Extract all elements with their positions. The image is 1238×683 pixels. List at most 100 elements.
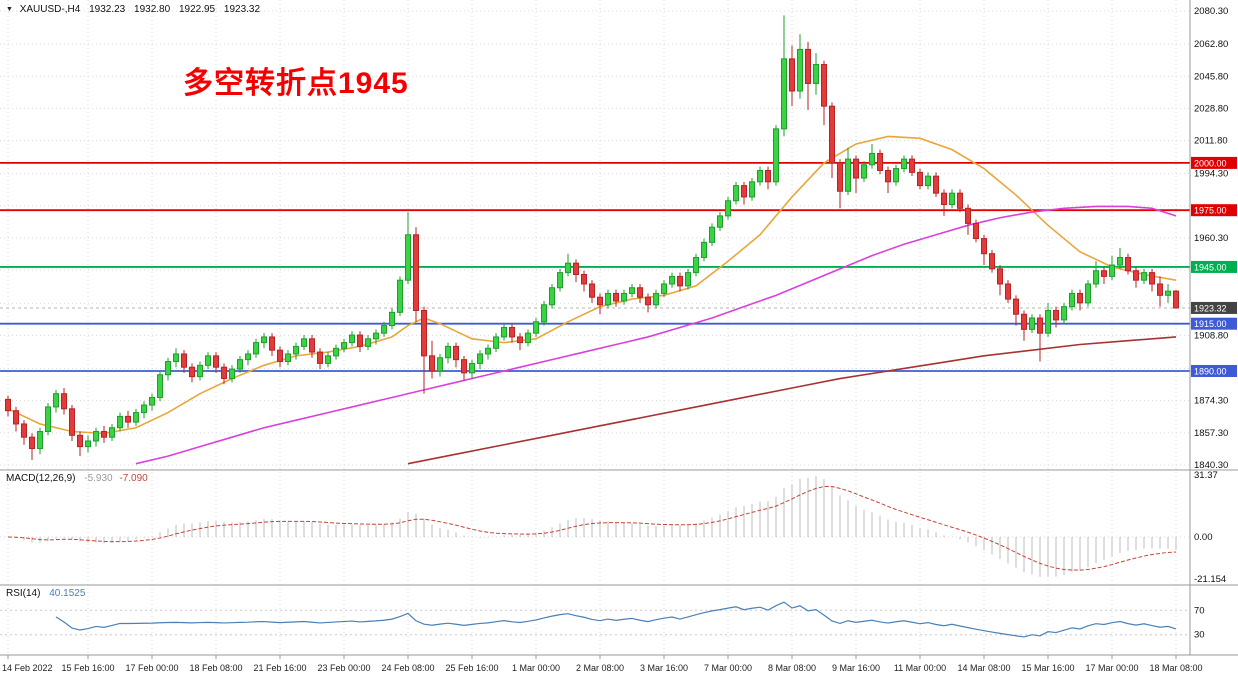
trend-annotation-text[interactable]: 多空转折点1945 [183,67,409,100]
candle-body [125,415,131,423]
candle-body [797,48,803,92]
candle-body [733,185,739,202]
candle-body [725,200,731,217]
candle-body [1093,270,1099,285]
candle-body [877,152,883,171]
candle-body [549,287,555,306]
time-axis-label: 8 Mar 08:00 [768,663,816,673]
candle-body [709,226,715,243]
candle-body [517,336,523,344]
candle-body [437,357,443,372]
candle-body [565,262,571,274]
candle-body [197,364,203,378]
candle-body [1053,309,1059,321]
candle-body [805,48,811,84]
candle-body [925,175,931,187]
price-scale-label: 1994.30 [1194,169,1228,180]
candle-body [813,64,819,84]
candle-body [1125,256,1131,272]
candle-body [117,415,123,429]
candle-body [93,431,99,442]
time-axis-label: 14 Mar 08:00 [957,663,1010,673]
candle-body [181,353,187,368]
candle-body [405,234,411,281]
ohlc-close-value: 1923.32 [223,4,261,15]
candle-body [613,292,619,302]
candle-body [421,309,427,357]
price-scale-label: 1908.80 [1194,330,1228,341]
price-scale-label: 2028.80 [1194,103,1228,114]
candle-body [997,268,1003,285]
candle-body [629,287,635,294]
candle-body [845,158,851,192]
time-axis-label: 25 Feb 16:00 [445,663,498,673]
candle-body [1013,298,1019,315]
candle-body [293,345,299,355]
candle-body [1045,309,1051,334]
time-axis-label: 18 Mar 08:00 [1149,663,1202,673]
time-axis-label: 23 Feb 00:00 [317,663,370,673]
time-axis-label: 3 Mar 16:00 [640,663,688,673]
candle-body [149,396,155,406]
candle-body [693,256,699,274]
candle-body [445,345,451,359]
candle-body [525,332,531,344]
time-axis-label: 21 Feb 16:00 [253,663,306,673]
candle-body [653,292,659,306]
candle-body [477,353,483,364]
macd-name: MACD(12,26,9) [6,473,76,484]
candle-body [989,253,995,270]
candle-body [101,431,107,438]
candle-body [213,355,219,368]
price-badge-label: 1915.00 [1194,319,1227,329]
candle-body [957,192,963,209]
candle-body [789,58,795,92]
candle-body [261,336,267,344]
price-scale-label: 1857.30 [1194,428,1228,439]
grid-layer [0,0,1190,655]
candle-body [373,332,379,340]
candle-body [557,272,563,289]
rsi-line [55,601,1177,638]
price-scale-label: 2062.80 [1194,39,1228,50]
candle-body [429,355,435,372]
time-axis-label: 24 Feb 08:00 [381,663,434,673]
candle-body [981,238,987,255]
price-badge-label: 1923.32 [1194,303,1227,313]
rsi-panel: 70 30 [0,601,1205,641]
candle-body [413,234,419,311]
candle-body [1061,306,1067,321]
price-scale-label: 1874.30 [1194,396,1228,407]
candle-body [317,351,323,364]
candle-body [1133,270,1139,281]
candle-body [85,440,91,448]
candle-body [1101,270,1107,277]
horizontal-levels-layer [0,162,1190,372]
candle-body [381,325,387,334]
candle-body [861,164,867,179]
time-axis-label: 1 Mar 00:00 [512,663,560,673]
candle-body [341,342,347,349]
price-scale-label: 1840.30 [1194,460,1228,471]
ohlc-open-value: 1932.23 [89,4,126,15]
candle-body [269,336,275,351]
ma-line-fast [7,135,1177,435]
rsi-scale-label: 30 [1194,630,1205,641]
candle-body [109,427,115,438]
candle-body [29,436,35,450]
candles-layer [5,15,1179,460]
time-axis-label: 18 Feb 08:00 [189,663,242,673]
candle-body [621,292,627,302]
candle-body [677,275,683,287]
ohlc-high-value: 1932.80 [134,4,171,15]
price-badge [1191,204,1237,217]
candle-body [325,355,331,364]
rsi-indicator-label: RSI(14) 40.1525 [6,588,85,599]
expand-ohlc-icon[interactable]: ▼ [6,6,13,13]
candle-body [669,275,675,285]
candle-body [869,152,875,166]
time-axis-label: 7 Mar 00:00 [704,663,752,673]
candle-body [901,158,907,170]
chart-header: ▼ XAUUSD-,H4 1932.23 1932.80 1922.95 192… [6,4,266,15]
